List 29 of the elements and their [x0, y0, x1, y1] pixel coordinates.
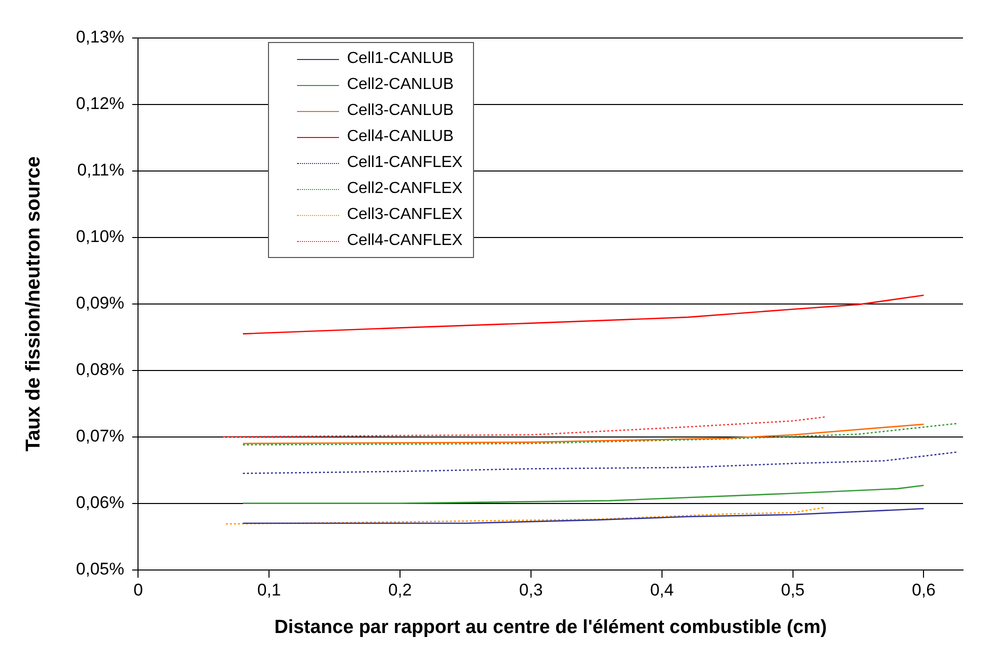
y-tick-label: 0,12%	[76, 94, 124, 114]
line-series	[225, 506, 826, 525]
x-tick-label: 0,5	[780, 580, 805, 600]
y-tick-label: 0,06%	[76, 493, 124, 512]
y-tick-label: 0,07%	[76, 426, 124, 446]
x-tick-label: 0,2	[388, 580, 412, 600]
legend-label: Cell4-CANFLEX	[347, 232, 463, 250]
line-series	[222, 416, 826, 438]
x-axis-title: Distance par rapport au centre de l'élément combustible (cm)	[274, 616, 827, 638]
y-tick-label: 0,11%	[77, 160, 124, 180]
y-axis-title: Taux de fission/neutron source	[22, 156, 45, 452]
y-tick-label: 0,09%	[76, 294, 124, 313]
y-tick-label: 0,10%	[76, 227, 124, 246]
y-tick-label: 0,13%	[76, 28, 124, 47]
x-tick-label: 0,3	[519, 580, 543, 600]
legend-label: Cell2-CANFLEX	[347, 180, 463, 198]
x-tick-label: 0,6	[912, 580, 936, 600]
x-tick-label: 0	[133, 580, 143, 600]
x-tick-label: 0,4	[650, 580, 674, 600]
legend-label: Cell1-CANLUB	[347, 50, 454, 68]
line-series	[242, 451, 958, 474]
legend-label: Cell2-CANLUB	[347, 76, 454, 94]
legend-label: Cell3-CANFLEX	[347, 206, 463, 224]
y-tick-label: 0,08%	[76, 360, 124, 380]
legend-label: Cell4-CANLUB	[347, 128, 454, 146]
legend-label: Cell3-CANLUB	[347, 102, 454, 120]
legend-label: Cell1-CANFLEX	[347, 154, 463, 172]
y-tick-label: 0,05%	[76, 559, 124, 578]
x-tick-label: 0,1	[257, 580, 281, 600]
